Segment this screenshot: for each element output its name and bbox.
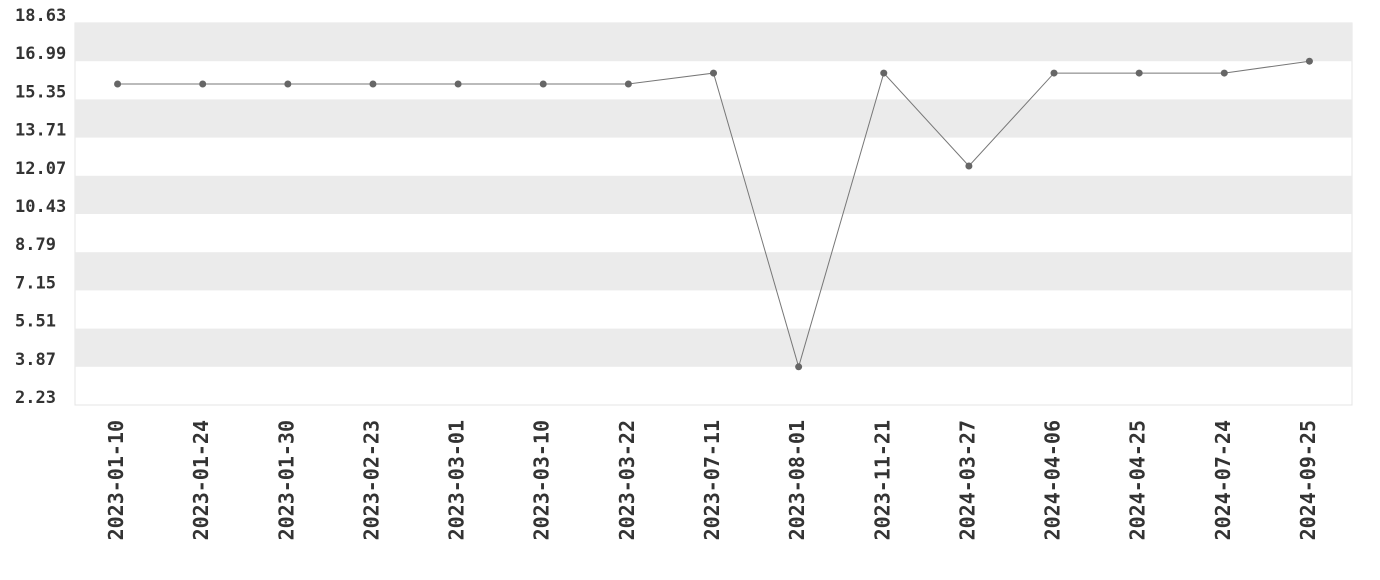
grid-band [75,175,1352,214]
y-tick-label: 13.71 [15,121,66,141]
y-tick-label: 8.79 [15,235,56,255]
grid-band [75,99,1352,138]
point [965,162,973,170]
point [539,80,547,88]
point [1220,69,1228,77]
x-tick-label: 2024-09-25 [1296,420,1320,540]
point [199,80,207,88]
point [1305,57,1313,65]
x-tick-label: 2023-03-22 [615,420,639,540]
y-tick-label: 10.43 [15,197,66,217]
x-tick-label: 2023-02-23 [359,420,383,540]
y-tick-label: 3.87 [15,350,56,370]
point [795,363,803,371]
y-tick-label: 5.51 [15,312,56,332]
y-tick-label: 15.35 [15,82,66,102]
point [369,80,377,88]
point [880,69,888,77]
grid-band [75,328,1352,367]
x-tick-label: 2023-03-10 [530,420,554,540]
point [1050,69,1058,77]
grid-band [75,252,1352,291]
x-tick-label: 2024-03-27 [955,420,979,540]
point [284,80,292,88]
point [624,80,632,88]
x-tick-label: 2024-04-25 [1126,420,1150,540]
point [710,69,717,77]
y-tick-label: 16.99 [15,44,66,64]
x-tick-label: 2023-07-11 [700,420,724,540]
x-tick-label: 2023-01-10 [104,420,128,540]
point [1135,69,1143,77]
y-tick-label: 18.63 [15,6,66,26]
x-tick-label: 2024-04-06 [1041,420,1065,540]
x-tick-label: 2024-07-24 [1211,420,1235,540]
y-tick-label: 2.23 [15,388,56,408]
grid-band [75,23,1352,62]
x-tick-label: 2023-08-01 [785,420,809,540]
point [454,80,462,88]
y-tick-label: 12.07 [15,159,66,179]
x-tick-label: 2023-01-24 [189,420,213,540]
x-tick-label: 2023-03-01 [445,420,469,540]
x-tick-label: 2023-11-21 [870,420,894,540]
y-tick-label: 7.15 [15,273,56,293]
x-tick-label: 2023-01-30 [274,420,298,540]
point [114,80,122,88]
